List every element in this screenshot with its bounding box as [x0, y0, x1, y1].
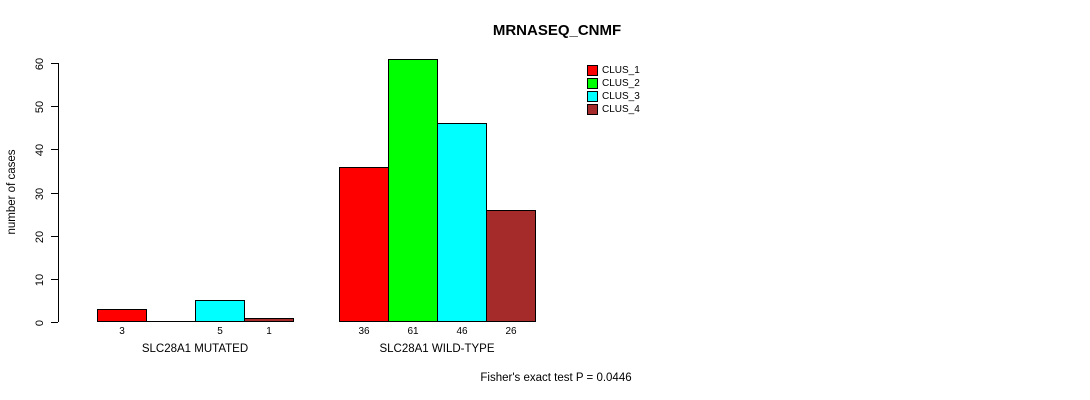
fisher-test-annotation: Fisher's exact test P = 0.0446 [480, 372, 632, 384]
y-tick [51, 322, 58, 323]
x-category-label: SLC28A1 MUTATED [141, 343, 249, 355]
y-tick-label: 30 [34, 187, 46, 200]
legend-item: CLUS_3 [587, 90, 640, 103]
chart-title: MRNASEQ_CNMF [492, 22, 622, 39]
zero-height-bar [146, 321, 196, 322]
y-tick-label: 20 [34, 230, 46, 243]
legend-item: CLUS_4 [587, 103, 640, 116]
bar-value-label: 3 [119, 326, 125, 337]
bar-value-label: 5 [217, 326, 223, 337]
bar [437, 123, 487, 322]
bar-value-label: 46 [456, 326, 468, 337]
y-tick-label: 10 [34, 273, 46, 286]
legend-swatch [587, 91, 598, 102]
legend-label: CLUS_2 [602, 78, 640, 89]
legend-swatch [587, 104, 598, 115]
y-tick [51, 279, 58, 280]
legend-label: CLUS_1 [602, 65, 640, 76]
y-tick [51, 63, 58, 64]
bar [388, 59, 438, 322]
bar-value-label: 36 [358, 326, 370, 337]
legend-label: CLUS_4 [602, 104, 640, 115]
y-tick [51, 106, 58, 107]
bar-value-label: 61 [407, 326, 419, 337]
legend-item: CLUS_1 [587, 64, 640, 77]
y-tick-label: 0 [34, 319, 46, 326]
legend-swatch [587, 65, 598, 76]
bar [244, 318, 294, 322]
legend-item: CLUS_2 [587, 77, 640, 90]
bar [195, 300, 245, 322]
y-axis-line [58, 63, 59, 322]
y-tick-label: 40 [34, 143, 46, 156]
legend-label: CLUS_3 [602, 91, 640, 102]
bar-value-label: 26 [505, 326, 517, 337]
y-tick [51, 236, 58, 237]
x-category-label: SLC28A1 WILD-TYPE [379, 343, 495, 355]
bar [486, 210, 536, 322]
bar-value-label: 1 [266, 326, 272, 337]
y-tick [51, 193, 58, 194]
legend: CLUS_1 CLUS_2 CLUS_3 CLUS_4 [587, 64, 640, 116]
bar [97, 309, 147, 322]
y-tick-label: 60 [34, 57, 46, 70]
legend-swatch [587, 78, 598, 89]
y-tick [51, 149, 58, 150]
bar [339, 167, 389, 322]
y-tick-label: 50 [34, 100, 46, 113]
